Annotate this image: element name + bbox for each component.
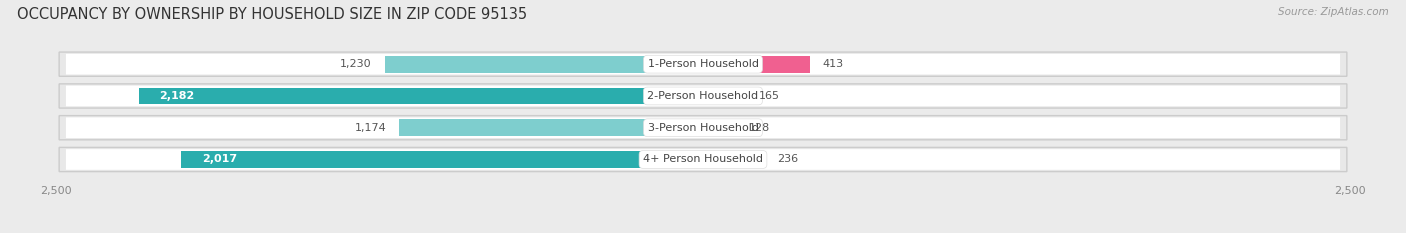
Text: 236: 236	[778, 154, 799, 164]
FancyBboxPatch shape	[66, 54, 1340, 75]
FancyBboxPatch shape	[59, 84, 1347, 108]
Text: 2,017: 2,017	[202, 154, 238, 164]
Bar	[703, 151, 763, 168]
Text: OCCUPANCY BY OWNERSHIP BY HOUSEHOLD SIZE IN ZIP CODE 95135: OCCUPANCY BY OWNERSHIP BY HOUSEHOLD SIZE…	[17, 7, 527, 22]
Text: 165: 165	[759, 91, 779, 101]
Bar	[703, 56, 810, 72]
Text: 2-Person Household: 2-Person Household	[647, 91, 759, 101]
Text: 4+ Person Household: 4+ Person Household	[643, 154, 763, 164]
Text: 3-Person Household: 3-Person Household	[648, 123, 758, 133]
FancyBboxPatch shape	[59, 116, 1347, 140]
Text: 1,230: 1,230	[340, 59, 371, 69]
Text: 1-Person Household: 1-Person Household	[648, 59, 758, 69]
Bar	[139, 88, 703, 104]
Text: Source: ZipAtlas.com: Source: ZipAtlas.com	[1278, 7, 1389, 17]
Text: 2,182: 2,182	[159, 91, 194, 101]
FancyBboxPatch shape	[59, 52, 1347, 76]
FancyBboxPatch shape	[66, 86, 1340, 106]
Bar	[703, 119, 737, 136]
Bar	[385, 56, 703, 72]
Bar	[703, 88, 745, 104]
Bar	[399, 119, 703, 136]
FancyBboxPatch shape	[59, 147, 1347, 172]
Text: 413: 413	[823, 59, 844, 69]
Text: 1,174: 1,174	[354, 123, 387, 133]
Text: 128: 128	[749, 123, 770, 133]
FancyBboxPatch shape	[66, 149, 1340, 170]
Bar	[181, 151, 703, 168]
FancyBboxPatch shape	[66, 117, 1340, 138]
